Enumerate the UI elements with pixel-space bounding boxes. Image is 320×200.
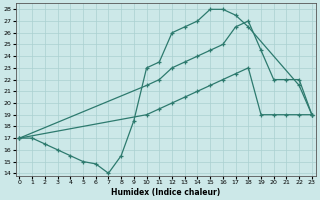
X-axis label: Humidex (Indice chaleur): Humidex (Indice chaleur) (111, 188, 220, 197)
